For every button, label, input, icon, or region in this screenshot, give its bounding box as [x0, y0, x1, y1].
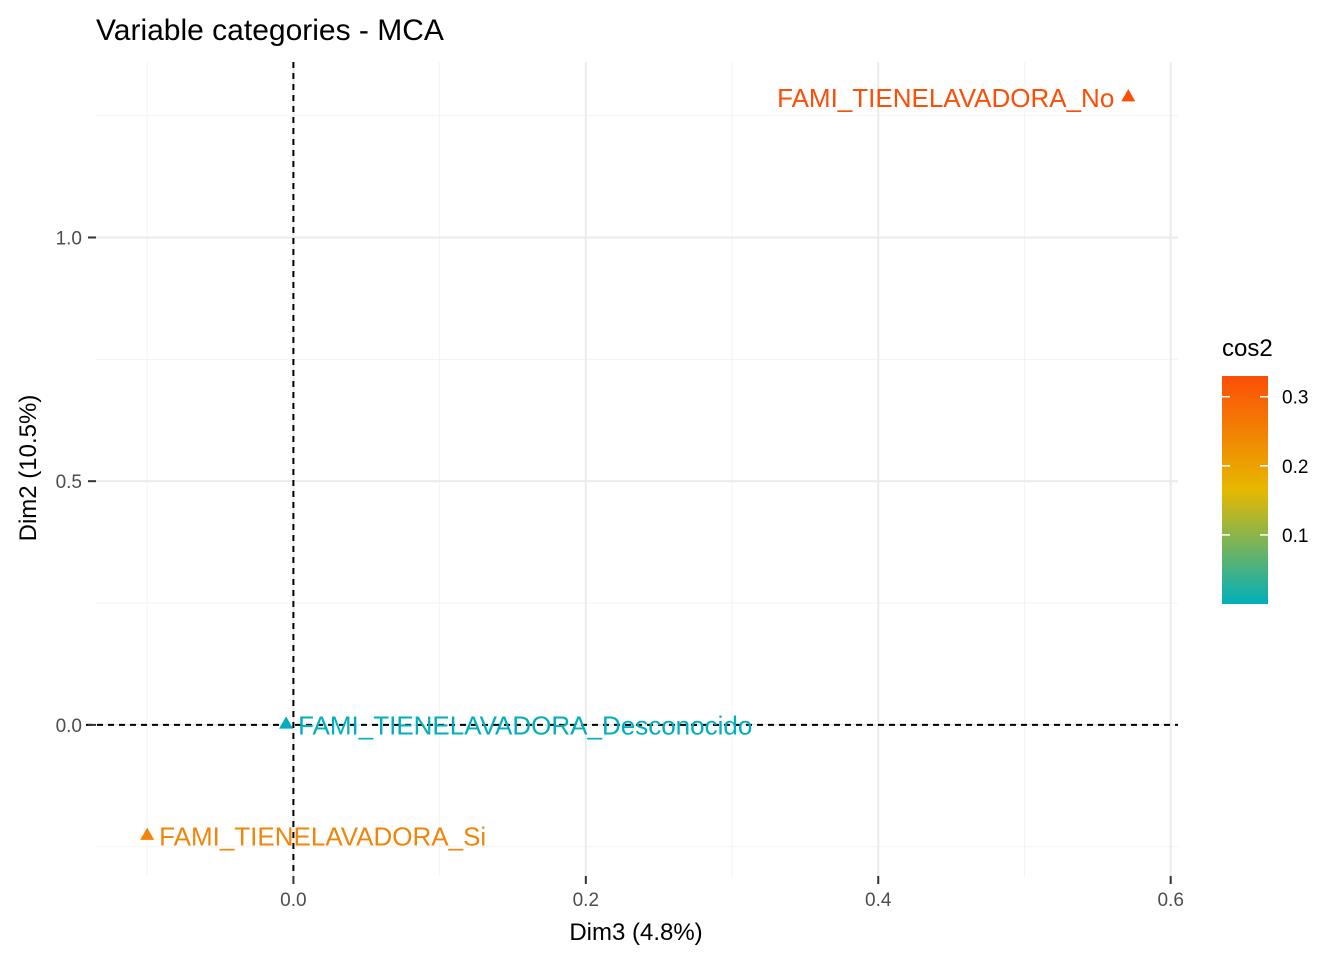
y-tick-label: 0.0: [56, 716, 82, 737]
legend-tick-label: 0.2: [1282, 457, 1308, 478]
x-axis: 0.0 0.2 0.4 0.6: [280, 876, 1184, 911]
color-legend: cos2 0.1 0.2 0.3: [1222, 335, 1308, 604]
x-axis-label: Dim3 (4.8%): [569, 919, 702, 946]
x-tick-label: 0.6: [1157, 890, 1183, 911]
point-label: FAMI_TIENELAVADORA_Si: [159, 822, 486, 852]
point-marker: [1121, 89, 1136, 102]
legend-ticks: 0.1 0.2 0.3: [1222, 388, 1308, 547]
point-marker: [140, 827, 155, 840]
point-label: FAMI_TIENELAVADORA_Desconocido: [298, 710, 752, 740]
point-marker: [279, 716, 294, 729]
point-label: FAMI_TIENELAVADORA_No: [777, 83, 1114, 113]
grid-lines: [96, 62, 1178, 876]
legend-tick-label: 0.1: [1282, 526, 1308, 547]
x-tick-label: 0.4: [865, 890, 892, 911]
x-tick-label: 0.2: [573, 890, 599, 911]
y-tick-label: 0.5: [56, 472, 82, 493]
legend-tick-label: 0.3: [1282, 388, 1308, 409]
reference-lines: [86, 62, 1178, 876]
chart-title: Variable categories - MCA: [96, 14, 444, 47]
legend-title: cos2: [1222, 335, 1273, 362]
data-points: FAMI_TIENELAVADORA_No FAMI_TIENELAVADORA_…: [140, 83, 1136, 852]
y-axis-label: Dim2 (10.5%): [15, 395, 42, 542]
x-tick-label: 0.0: [280, 890, 306, 911]
y-axis: 0.0 0.5 1.0: [56, 228, 96, 737]
y-tick-label: 1.0: [56, 228, 82, 249]
legend-gradient-bar: [1222, 376, 1268, 604]
